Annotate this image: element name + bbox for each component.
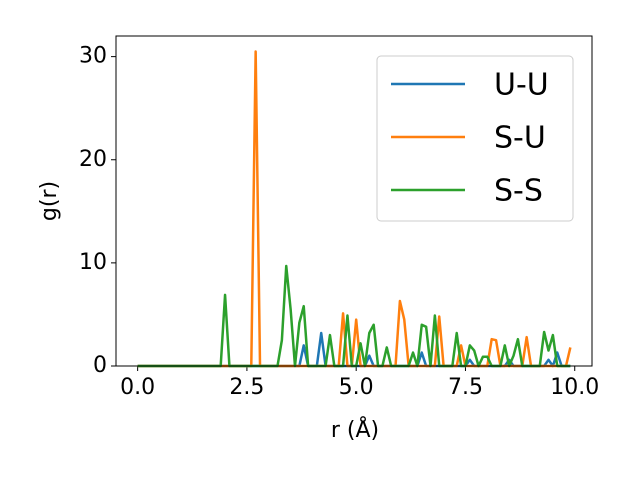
x-axis-label: r (Å) xyxy=(331,416,379,443)
legend-label: U-U xyxy=(494,68,549,103)
y-tick-label: 20 xyxy=(79,147,107,172)
legend-label: S-S xyxy=(494,174,543,209)
plot-frame xyxy=(115,35,593,367)
x-tick-label: 0.0 xyxy=(120,375,155,400)
y-axis-label: g(r) xyxy=(37,181,62,221)
x-tick-label: 2.5 xyxy=(229,375,264,400)
y-tick-label: 30 xyxy=(79,44,107,69)
legend-box xyxy=(376,55,574,222)
legend-label: S-U xyxy=(494,121,546,156)
x-tick-label: 10.0 xyxy=(550,375,599,400)
x-tick-label: 7.5 xyxy=(448,375,483,400)
y-tick-label: 10 xyxy=(79,250,107,275)
x-tick-label: 5.0 xyxy=(339,375,374,400)
y-tick-label: 0 xyxy=(93,353,107,378)
